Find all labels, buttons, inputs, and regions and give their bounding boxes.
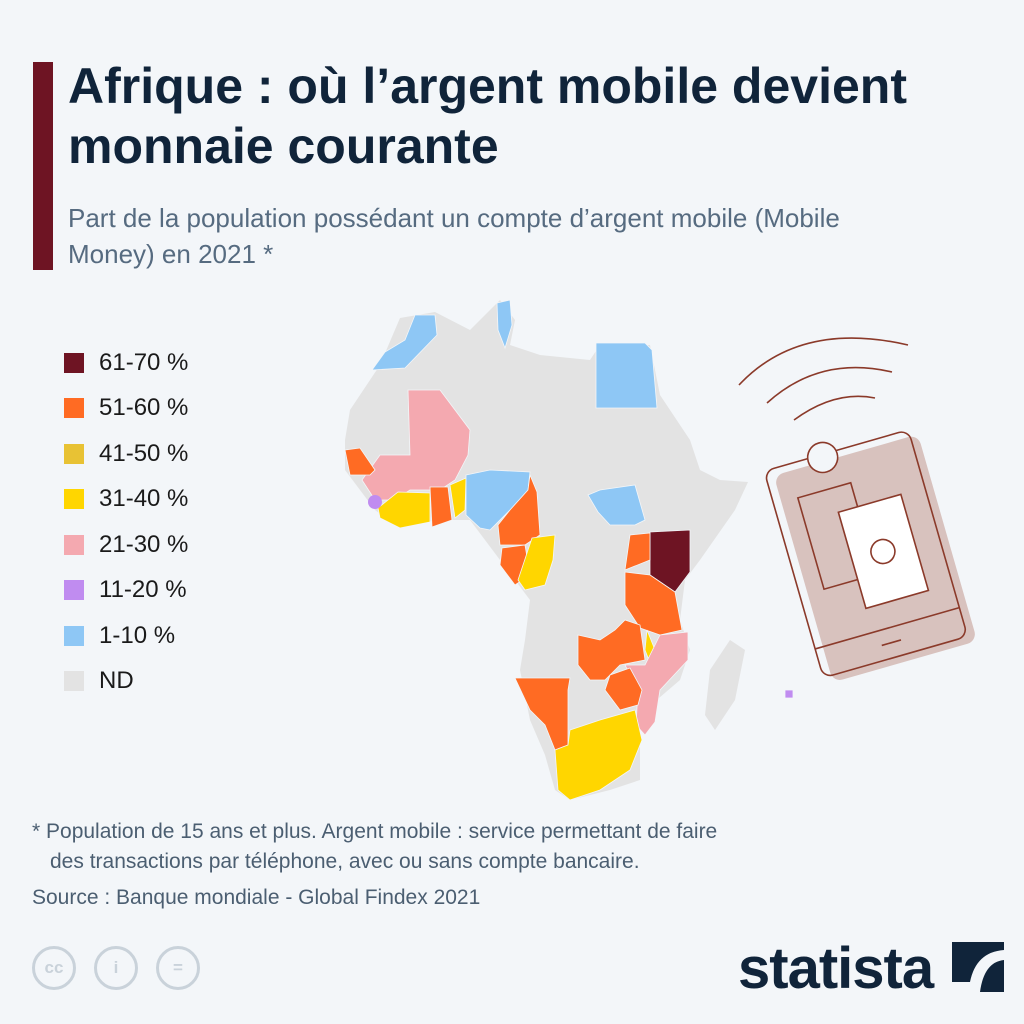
legend-item: 1-10 %: [64, 613, 188, 659]
legend-label: 61-70 %: [99, 348, 189, 376]
region-south-sudan: [587, 484, 646, 526]
legend-item: ND: [64, 659, 188, 705]
region-senegal: [344, 447, 376, 476]
region-egypt: [595, 342, 658, 409]
region-morocco: [371, 314, 438, 371]
no-derivatives-label: =: [173, 958, 183, 977]
madagascar: [705, 640, 745, 730]
attribution-label: i: [113, 958, 119, 977]
legend-label: ND: [99, 667, 134, 695]
region-cote-divoire-liberia: [377, 491, 431, 529]
legend-item: 41-50 %: [64, 431, 188, 477]
no-derivatives-icon[interactable]: =: [156, 946, 200, 990]
phone-money-icon: [765, 431, 975, 680]
region-tunisia: [496, 299, 513, 350]
region-congo: [517, 534, 556, 591]
attribution-icon[interactable]: i: [94, 946, 138, 990]
page-title: Afrique : où l’argent mobile devient mon…: [68, 58, 907, 174]
legend-swatch: [64, 625, 84, 646]
statista-logo[interactable]: statista: [738, 935, 1005, 1002]
legend-label: 51-60 %: [99, 394, 189, 422]
region-benin-togo: [449, 477, 467, 519]
region-mauritius: [784, 689, 794, 699]
source: Source : Banque mondiale - Global Findex…: [32, 886, 481, 909]
legend: 61-70 % 51-60 % 41-50 % 31-40 % 21-30 % …: [64, 340, 188, 704]
region-kenya: [649, 529, 691, 593]
region-cameroon: [497, 473, 541, 546]
region-ghana: [429, 486, 453, 528]
legend-swatch: [64, 580, 84, 601]
region-uganda: [624, 532, 651, 571]
footnote-line-1: * Population de 15 ans et plus. Argent m…: [32, 820, 718, 843]
legend-item: 11-20 %: [64, 568, 188, 614]
legend-swatch: [64, 671, 84, 692]
legend-swatch: [64, 398, 84, 419]
legend-swatch: [64, 352, 84, 373]
legend-item: 31-40 %: [64, 477, 188, 523]
title-accent-bar: [33, 62, 53, 270]
legend-swatch: [64, 534, 84, 555]
legend-item: 51-60 %: [64, 386, 188, 432]
region-zimbabwe: [604, 667, 643, 711]
legend-swatch: [64, 443, 84, 464]
legend-label: 11-20 %: [99, 576, 187, 604]
legend-item: 21-30 %: [64, 522, 188, 568]
region-zambia: [577, 619, 646, 681]
subtitle: Part de la population possédant un compt…: [68, 203, 840, 269]
region-south-africa: [554, 709, 643, 801]
legend-label: 41-50 %: [99, 439, 189, 467]
region-mozambique: [624, 631, 689, 736]
legend-item: 61-70 %: [64, 340, 188, 386]
brand-name: statista: [738, 936, 934, 1001]
legend-label: 21-30 %: [99, 530, 189, 558]
wifi-signal-icon: [738, 337, 909, 421]
legend-swatch: [64, 489, 84, 510]
region-sierra-leone: [368, 495, 382, 509]
region-tanzania: [624, 571, 683, 636]
cc-license-icon[interactable]: cc: [32, 946, 76, 990]
cc-label: cc: [44, 958, 64, 977]
statista-logo-mark-icon: [952, 942, 1005, 992]
legend-label: 1-10 %: [99, 621, 176, 649]
footnote-line-2: des transactions par téléphone, avec ou …: [50, 850, 640, 873]
legend-label: 31-40 %: [99, 485, 189, 513]
